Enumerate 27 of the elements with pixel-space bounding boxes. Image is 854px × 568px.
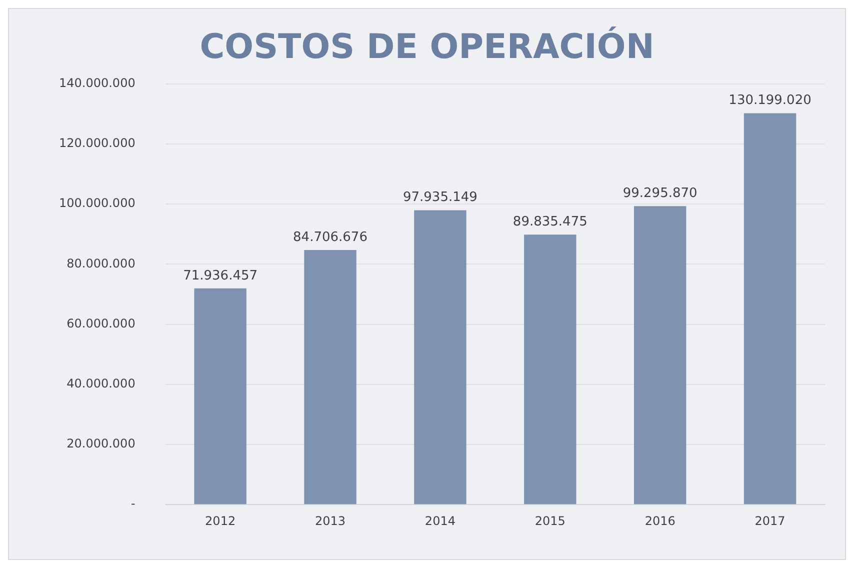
y-tick-label: 60.000.000 (66, 316, 136, 330)
data-label: 89.835.475 (512, 214, 588, 230)
bar (304, 250, 356, 504)
y-tick-label: 80.000.000 (66, 256, 136, 270)
x-tick-label: 2014 (424, 514, 456, 528)
bar (194, 288, 246, 504)
x-tick-label: 2017 (754, 514, 786, 528)
bar (414, 210, 466, 504)
x-tick-label: 2013 (314, 514, 346, 528)
y-tick-label: 40.000.000 (66, 376, 136, 390)
y-tick-label: 120.000.000 (59, 136, 136, 150)
y-tick-label: - (131, 496, 136, 511)
bar (744, 113, 796, 504)
bar (524, 234, 576, 504)
chart-title: COSTOS DE OPERACIÓN (200, 26, 654, 68)
x-tick-label: 2012 (205, 514, 236, 528)
x-tick-label: 2016 (644, 514, 676, 528)
y-tick-label: 100.000.000 (59, 196, 136, 210)
bar (634, 206, 686, 504)
data-label: 84.706.676 (293, 230, 368, 245)
y-tick-label: 140.000.000 (59, 76, 136, 90)
data-label: 97.935.149 (402, 190, 478, 206)
y-tick-label: 20.000.000 (66, 436, 136, 451)
data-label: 71.936.457 (183, 268, 258, 284)
x-tick-label: 2015 (534, 514, 566, 528)
data-label: 130.199.020 (728, 93, 812, 108)
data-label: 99.295.870 (622, 186, 698, 202)
